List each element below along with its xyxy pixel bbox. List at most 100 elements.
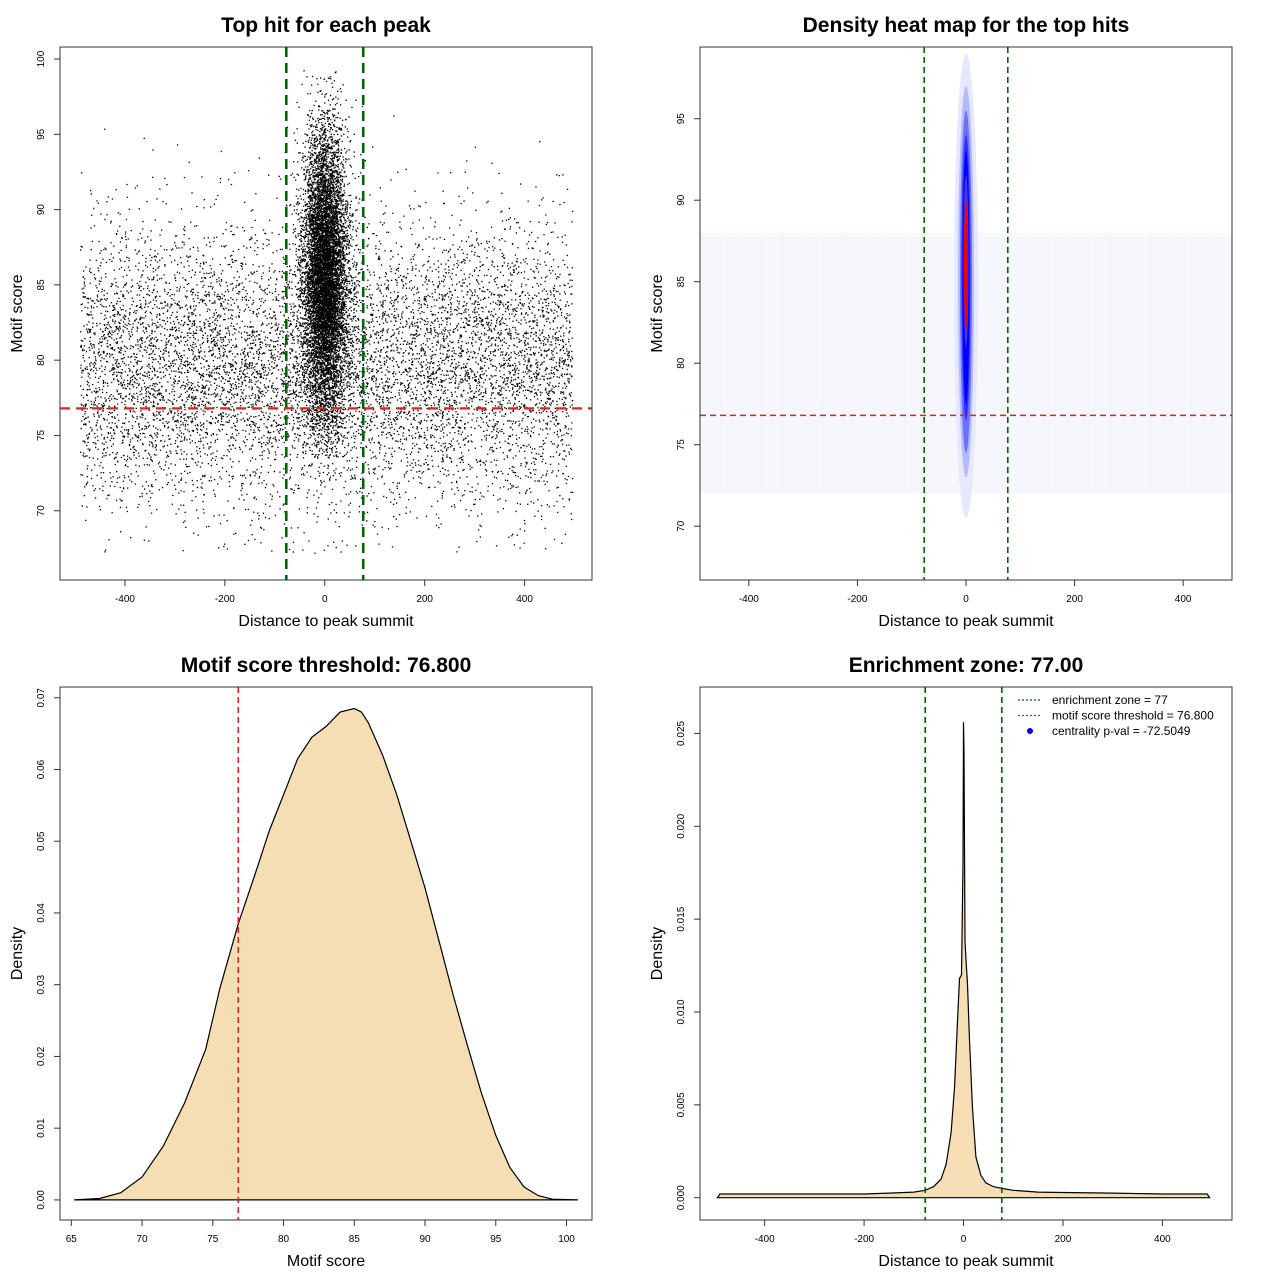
data-point [147, 391, 150, 393]
data-point [395, 343, 397, 346]
data-point [400, 348, 402, 350]
data-point [290, 488, 292, 490]
data-point [514, 367, 516, 369]
data-point [356, 280, 358, 282]
data-point [268, 439, 270, 441]
data-point [534, 463, 536, 465]
data-point [438, 426, 440, 428]
data-point [387, 284, 390, 286]
data-point [523, 364, 525, 366]
data-point [205, 261, 207, 263]
data-point [174, 302, 176, 304]
data-point [460, 367, 463, 369]
data-point [227, 318, 230, 320]
data-point [180, 416, 182, 419]
data-point [381, 434, 383, 436]
data-point [514, 397, 516, 399]
data-point [229, 485, 231, 488]
data-point [469, 491, 471, 493]
data-point [179, 458, 181, 460]
data-point [90, 249, 92, 251]
data-point [525, 463, 527, 465]
data-point [298, 440, 300, 442]
data-point [279, 348, 282, 350]
data-point [545, 301, 547, 303]
data-point [204, 291, 207, 293]
data-point [472, 413, 474, 415]
data-point [545, 427, 547, 429]
data-point [219, 263, 221, 266]
data-point [251, 226, 253, 229]
data-point [411, 269, 413, 271]
data-point [503, 228, 506, 230]
data-point [110, 427, 113, 429]
data-point [562, 345, 564, 347]
data-point [566, 350, 568, 352]
data-point [213, 515, 215, 517]
data-point [216, 366, 219, 368]
data-point [318, 384, 320, 386]
data-point [378, 386, 380, 388]
data-point [388, 462, 390, 465]
data-point [161, 307, 163, 309]
data-point [247, 344, 249, 346]
data-point [143, 375, 145, 377]
data-point [440, 346, 442, 348]
data-point [400, 382, 402, 384]
data-point [203, 387, 205, 390]
data-point [412, 255, 414, 258]
data-point [532, 320, 534, 322]
data-point [159, 358, 161, 360]
data-point [450, 297, 452, 299]
data-point [91, 299, 93, 302]
data-point [335, 337, 337, 339]
data-point [360, 426, 362, 428]
data-point [90, 305, 93, 307]
data-point [166, 444, 169, 447]
data-point [218, 277, 220, 279]
data-point [353, 350, 356, 352]
data-point [441, 380, 443, 382]
data-point [148, 540, 150, 542]
data-point [295, 360, 297, 363]
data-point [388, 398, 390, 400]
data-point [267, 457, 269, 459]
data-point [296, 288, 298, 291]
data-point [426, 420, 428, 422]
data-point [514, 372, 516, 374]
data-point [178, 290, 181, 292]
data-point [431, 306, 433, 308]
data-point [240, 353, 242, 355]
data-point [476, 326, 478, 328]
data-point [552, 337, 554, 339]
data-point [556, 311, 558, 313]
data-point [532, 353, 535, 355]
data-point [559, 273, 561, 276]
data-point [191, 422, 193, 424]
data-point [399, 440, 401, 442]
data-point [371, 307, 373, 309]
data-point [556, 416, 558, 418]
data-point [434, 424, 436, 427]
data-point [125, 396, 127, 398]
data-point [303, 464, 306, 467]
data-point [94, 376, 97, 378]
data-point [138, 294, 141, 296]
data-point [480, 445, 482, 448]
data-point [536, 283, 538, 285]
data-point [168, 221, 170, 223]
data-point [291, 376, 293, 379]
data-point [316, 414, 318, 417]
data-point [86, 383, 89, 386]
data-point [467, 372, 469, 374]
data-point [115, 456, 117, 458]
data-point [508, 536, 510, 538]
data-point [545, 290, 547, 292]
data-point [441, 492, 444, 495]
data-point [116, 300, 119, 302]
data-point [401, 278, 403, 281]
data-point [485, 437, 488, 439]
data-point [544, 402, 547, 404]
data-point [121, 401, 123, 404]
data-point [460, 334, 462, 336]
